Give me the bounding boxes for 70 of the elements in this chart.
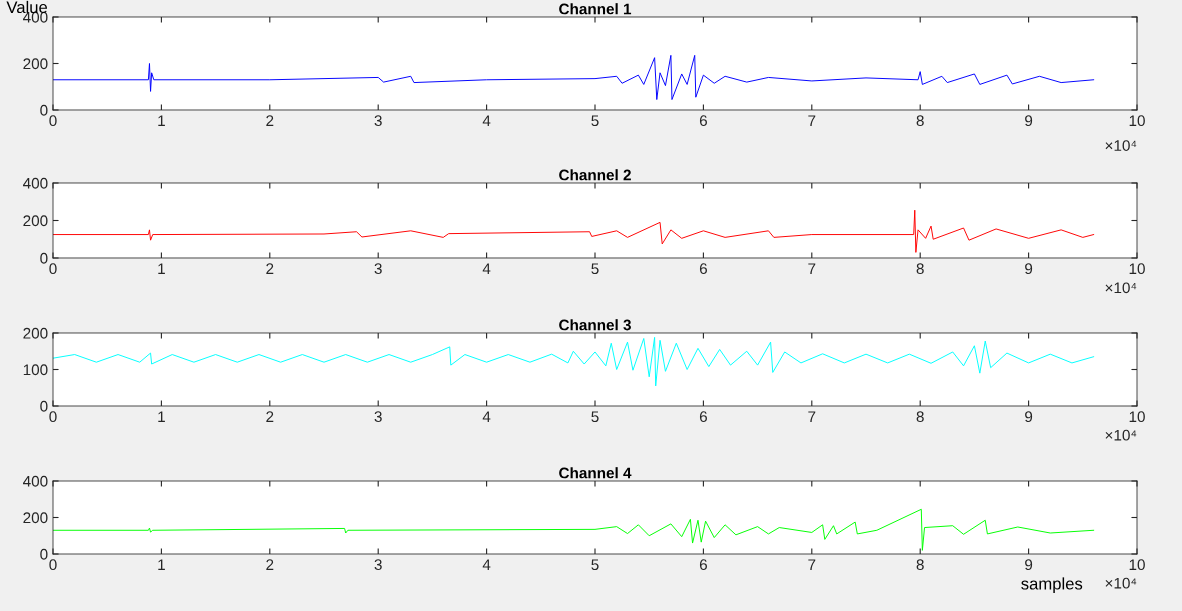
x-tick-label: 7 [808, 263, 816, 274]
x-tick-label: 2 [266, 559, 274, 570]
x-tick-label: 3 [374, 559, 382, 571]
y-tick-label: 200 [23, 215, 48, 227]
y-axis-title: Value [6, 0, 48, 14]
x-tick-label: 6 [699, 115, 707, 127]
x-tick-label: 1 [158, 263, 165, 274]
text: ×10⁴ [1105, 282, 1137, 294]
x-tick-label: 6 [699, 411, 707, 423]
x-tick-label: 9 [1025, 115, 1033, 127]
x-tick-label: 10 [1129, 263, 1145, 275]
x-tick-label: 8 [916, 411, 924, 423]
y-tick-label: 100 [23, 364, 48, 376]
x-tick-label: 6 [699, 263, 707, 275]
y-tick-label: 200 [23, 512, 48, 524]
x-tick-label: 9 [1025, 411, 1033, 423]
y-tick-label: 400 [23, 475, 48, 487]
chart-title: Channel 2 [559, 169, 631, 181]
x-tick-label: 5 [591, 263, 599, 275]
x-tick-label: 10 [1129, 411, 1145, 423]
x-tick-label: 7 [808, 411, 816, 422]
line-series [53, 508, 1095, 551]
x-tick-label: 9 [1025, 559, 1033, 571]
x-tick-label: 2 [266, 115, 274, 126]
x-tick-label: 10 [1129, 559, 1145, 571]
x-tick-label: 2 [266, 263, 274, 274]
x-tick-label: 6 [699, 559, 707, 571]
y-tick-label: 0 [40, 548, 48, 560]
x-tick-label: 3 [374, 411, 382, 423]
x-tick-label: 7 [808, 559, 816, 570]
y-tick-label: 0 [40, 400, 48, 412]
chart-title: Channel 1 [559, 3, 632, 15]
x-tick-label: 3 [374, 263, 382, 275]
x-tick-label: 1 [158, 411, 165, 422]
x-tick-label: 8 [916, 559, 924, 571]
x-tick-label: 8 [916, 115, 924, 127]
y-tick-label: 200 [23, 327, 48, 339]
y-tick-label: 200 [23, 58, 48, 70]
x-tick-label: 0 [49, 115, 57, 127]
y-tick-label: 400 [23, 11, 48, 23]
x-tick-label: 5 [591, 411, 599, 423]
chart-title: Channel 3 [559, 319, 631, 331]
x-tick-label: 8 [916, 263, 924, 275]
y-tick-label: 0 [40, 104, 48, 116]
x-tick-label: 0 [49, 559, 57, 571]
x-tick-label: 5 [591, 115, 599, 127]
x-tick-label: 4 [482, 559, 491, 570]
chart-title: Channel 4 [559, 467, 632, 479]
y-tick-label: 0 [40, 252, 48, 264]
y-tick-label: 400 [23, 177, 48, 189]
x-tick-label: 4 [482, 115, 491, 126]
line-series [53, 209, 1095, 253]
x-tick-label: 5 [591, 559, 599, 571]
text: ×10⁴ [1105, 577, 1137, 589]
x-tick-label: 7 [808, 115, 816, 126]
x-tick-label: 0 [49, 411, 57, 423]
x-tick-label: 2 [266, 411, 274, 422]
text: ×10⁴ [1105, 429, 1137, 441]
x-tick-label: 4 [482, 263, 491, 274]
x-tick-label: 4 [482, 411, 491, 422]
x-tick-label: 10 [1129, 115, 1145, 127]
text: ×10⁴ [1105, 140, 1137, 151]
x-tick-label: 3 [374, 115, 382, 127]
x-tick-label: 9 [1025, 263, 1033, 275]
line-series [53, 336, 1095, 387]
x-tick-label: 0 [49, 263, 57, 275]
x-axis-title: samples [1021, 577, 1083, 593]
x-tick-label: 1 [158, 115, 165, 126]
x-tick-label: 1 [158, 559, 165, 570]
line-series [53, 54, 1095, 101]
